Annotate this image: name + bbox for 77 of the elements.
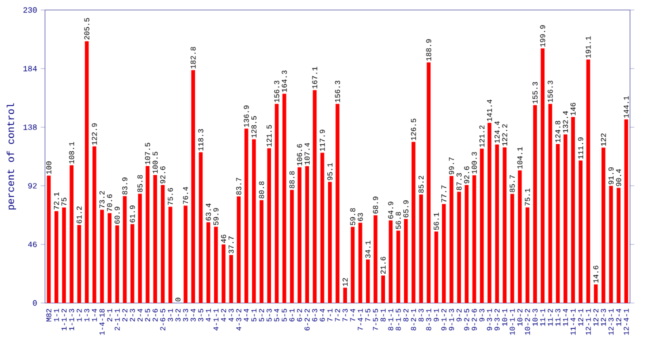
bar: [488, 122, 492, 303]
bar: [206, 222, 210, 303]
bar: [480, 148, 484, 303]
bar: [92, 146, 96, 303]
bar: [578, 160, 583, 303]
bar: [100, 210, 104, 303]
bar: [198, 152, 203, 303]
bar: [571, 117, 575, 303]
bar: [404, 219, 408, 303]
bar: [122, 196, 127, 303]
bar: [556, 144, 560, 303]
bar: [70, 165, 74, 303]
bar: [388, 220, 393, 303]
bar: [260, 200, 264, 303]
bar: [184, 206, 188, 303]
bar: [533, 105, 537, 303]
bar: [138, 194, 142, 303]
bar: [609, 186, 613, 303]
bar: [564, 134, 568, 303]
bar: [298, 167, 302, 303]
bar: [153, 174, 158, 303]
bar: [77, 225, 82, 303]
bar: [457, 192, 461, 303]
bar: [594, 284, 598, 303]
bar: [343, 288, 347, 303]
bar: [290, 190, 294, 303]
bar: [358, 222, 362, 303]
bar: [374, 215, 378, 303]
bar: [229, 254, 234, 303]
bar: [510, 194, 514, 303]
bar: [518, 170, 522, 303]
bar: [381, 275, 385, 303]
bar: [616, 188, 621, 303]
bar: [252, 139, 256, 303]
bar: [312, 90, 317, 303]
bar: [350, 226, 355, 303]
bar: [502, 147, 507, 303]
bar: [274, 104, 279, 303]
bar: [130, 224, 134, 303]
bar: [548, 104, 552, 303]
bar: [396, 230, 400, 303]
bar: [222, 244, 226, 303]
bar: [366, 260, 370, 303]
bar: [464, 185, 469, 303]
bar: [84, 41, 89, 303]
bar: [282, 94, 286, 303]
bar: [419, 194, 423, 303]
bar: [412, 142, 416, 303]
bar: [472, 175, 476, 303]
bar: [442, 204, 446, 303]
y-axis-title: percent of control: [6, 103, 16, 210]
bar: [267, 148, 272, 303]
bar: [244, 128, 248, 303]
bar: [328, 182, 332, 303]
bar: [336, 104, 340, 303]
bar: [214, 226, 218, 303]
bar: [146, 166, 150, 303]
bar: [495, 144, 499, 303]
bar: [160, 185, 165, 303]
bar: [62, 207, 66, 303]
bar: [46, 176, 51, 303]
bar: [540, 48, 545, 303]
bar: [434, 232, 438, 303]
bar: [305, 166, 310, 303]
bar: [602, 148, 606, 303]
bar: [450, 176, 454, 303]
bar: [108, 213, 112, 303]
bar: [168, 206, 172, 303]
bar: [236, 196, 241, 303]
bar: [426, 62, 431, 303]
bar: [115, 225, 120, 303]
bar: [624, 119, 628, 303]
bar: [191, 70, 196, 303]
bar: [526, 207, 530, 303]
bar: [54, 211, 58, 303]
bar: [320, 152, 324, 303]
bar: [586, 60, 590, 303]
